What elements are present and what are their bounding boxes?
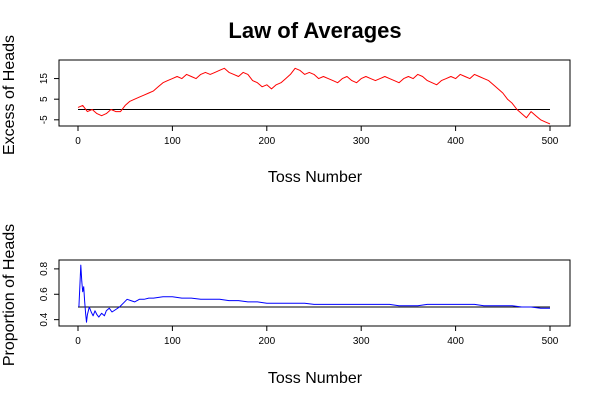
panel1-x-tick-label: 100: [164, 136, 181, 147]
panel2-x-tick-label: 200: [258, 336, 275, 347]
panel2-x-tick-label: 0: [75, 336, 81, 347]
panel2-plot-frame: [58, 259, 571, 327]
panel2-x-tick-label: 400: [447, 336, 464, 347]
excess-heads-panel: Excess of Heads Toss Number 0 100 200 300 40…: [1, 35, 571, 186]
panel1-data-series: [77, 67, 551, 125]
panel2-data-series: [78, 264, 550, 323]
panel1-x-tick-label: 400: [447, 136, 464, 147]
panel2-y-axis-label: Proportion of Heads: [1, 224, 18, 366]
panel1-x-tick-label: 500: [542, 136, 559, 147]
panel2-x-axis-label: Toss Number: [268, 370, 363, 387]
panel1-y-tick-label: 15: [39, 73, 50, 85]
panel2-x-tick-label: 300: [353, 336, 370, 347]
panel1-x-tick-label: 200: [258, 136, 275, 147]
panel2-y-tick-label: 0.8: [39, 261, 50, 275]
panel1-x-axis-label: Toss Number: [268, 169, 363, 186]
panel2-y-tick-label: 0.6: [39, 287, 50, 301]
panel2-x-tick-label: 100: [164, 336, 181, 347]
panel1-plot-frame: [58, 59, 571, 127]
panel1-y-tick-label: -5: [39, 115, 50, 124]
proportion-heads-panel: Proportion of Heads Toss Number 0 100 200 3…: [1, 224, 571, 387]
panel1-x-tick-label: 0: [75, 136, 81, 147]
panel2-y-tick-label: 0.4: [39, 312, 50, 326]
chart-title: Law of Averages: [228, 18, 401, 43]
panel1-y-axis-label: Excess of Heads: [1, 35, 18, 155]
panel1-x-tick-label: 300: [353, 136, 370, 147]
panel1-y-tick-label: 5: [39, 96, 50, 102]
panel2-x-tick-label: 500: [542, 336, 559, 347]
